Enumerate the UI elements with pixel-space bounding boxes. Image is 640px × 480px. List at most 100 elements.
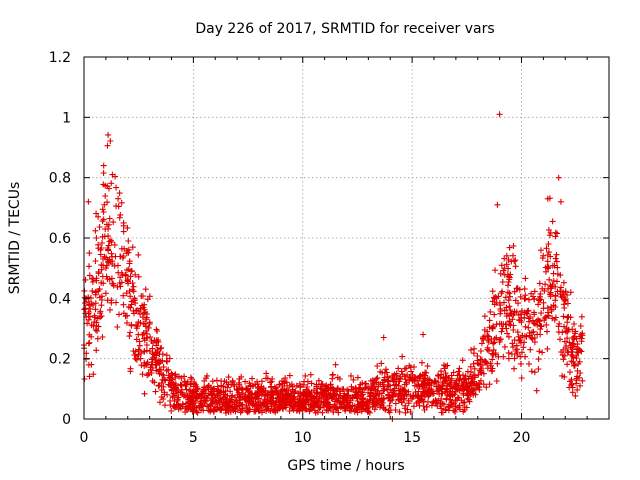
data-point <box>578 313 585 320</box>
data-point <box>98 313 105 320</box>
data-point <box>377 368 384 375</box>
data-point <box>533 387 540 394</box>
data-point <box>402 409 409 416</box>
data-point <box>341 390 348 397</box>
data-point <box>577 382 583 389</box>
data-point <box>203 394 210 401</box>
data-point <box>343 394 350 401</box>
data-point <box>251 406 258 413</box>
data-point <box>404 406 411 413</box>
data-point <box>120 301 127 308</box>
data-point <box>135 251 142 258</box>
data-point <box>153 326 160 333</box>
data-point <box>208 391 215 398</box>
data-point <box>95 323 102 330</box>
data-point <box>139 371 146 378</box>
data-point <box>505 282 511 289</box>
data-point <box>547 289 554 296</box>
data-point <box>398 368 405 375</box>
data-point <box>574 386 581 393</box>
data-point <box>371 383 377 390</box>
data-point <box>469 379 475 386</box>
data-point <box>229 377 236 384</box>
data-point <box>380 334 387 341</box>
data-point <box>441 365 448 372</box>
data-point <box>557 288 564 294</box>
data-point <box>124 224 131 231</box>
data-point <box>201 377 208 384</box>
data-point <box>158 394 165 401</box>
data-point <box>463 379 470 386</box>
data-point <box>367 390 374 397</box>
data-point <box>402 376 409 383</box>
data-point <box>489 288 496 295</box>
data-point <box>162 377 169 384</box>
data-point <box>566 339 573 346</box>
data-point <box>489 298 496 305</box>
data-point <box>286 372 293 379</box>
data-point <box>82 310 89 317</box>
data-point <box>484 333 491 340</box>
data-point <box>448 372 455 379</box>
data-point <box>88 322 95 329</box>
data-point <box>425 392 432 398</box>
data-point <box>492 294 499 300</box>
data-point <box>544 345 551 352</box>
data-point <box>539 349 546 356</box>
data-point <box>420 331 427 338</box>
data-point <box>573 335 580 342</box>
data-point <box>92 326 99 333</box>
data-point <box>536 293 543 300</box>
data-point <box>230 407 237 414</box>
data-point <box>564 361 571 368</box>
data-point <box>531 288 538 295</box>
data-point <box>105 258 112 265</box>
data-point <box>134 323 141 330</box>
data-point <box>572 330 578 337</box>
data-point <box>141 335 148 342</box>
data-point <box>376 391 383 398</box>
data-point <box>85 361 92 368</box>
data-point <box>148 370 155 376</box>
data-point <box>137 320 144 326</box>
data-point <box>569 384 576 391</box>
data-point <box>381 386 388 393</box>
data-point <box>421 407 428 413</box>
data-point <box>483 384 490 391</box>
data-point <box>495 293 502 300</box>
data-point <box>510 243 517 249</box>
data-point <box>217 406 224 413</box>
data-point <box>445 407 452 414</box>
data-point <box>93 210 100 217</box>
data-point <box>441 362 447 369</box>
data-point <box>421 394 428 400</box>
data-point <box>546 232 553 239</box>
data-point <box>129 244 136 251</box>
data-point <box>233 386 240 393</box>
data-point <box>412 389 419 396</box>
data-point <box>509 316 516 323</box>
data-point <box>272 385 279 392</box>
data-point <box>160 363 167 370</box>
data-point <box>217 388 224 395</box>
data-point <box>422 369 428 376</box>
data-point <box>554 264 561 271</box>
data-point <box>491 339 498 346</box>
data-point <box>296 396 303 403</box>
data-point <box>81 294 88 301</box>
data-point <box>242 393 249 400</box>
data-point <box>318 386 325 393</box>
data-point <box>535 316 542 323</box>
data-point <box>202 398 209 405</box>
data-point <box>392 400 399 407</box>
data-point <box>505 256 512 263</box>
data-point <box>405 388 412 395</box>
data-point <box>542 281 549 288</box>
data-point <box>568 376 575 383</box>
data-point <box>87 313 93 320</box>
data-point <box>380 395 387 402</box>
data-point <box>494 201 501 208</box>
data-point <box>119 272 126 278</box>
data-point <box>399 353 406 360</box>
data-point <box>92 306 99 313</box>
